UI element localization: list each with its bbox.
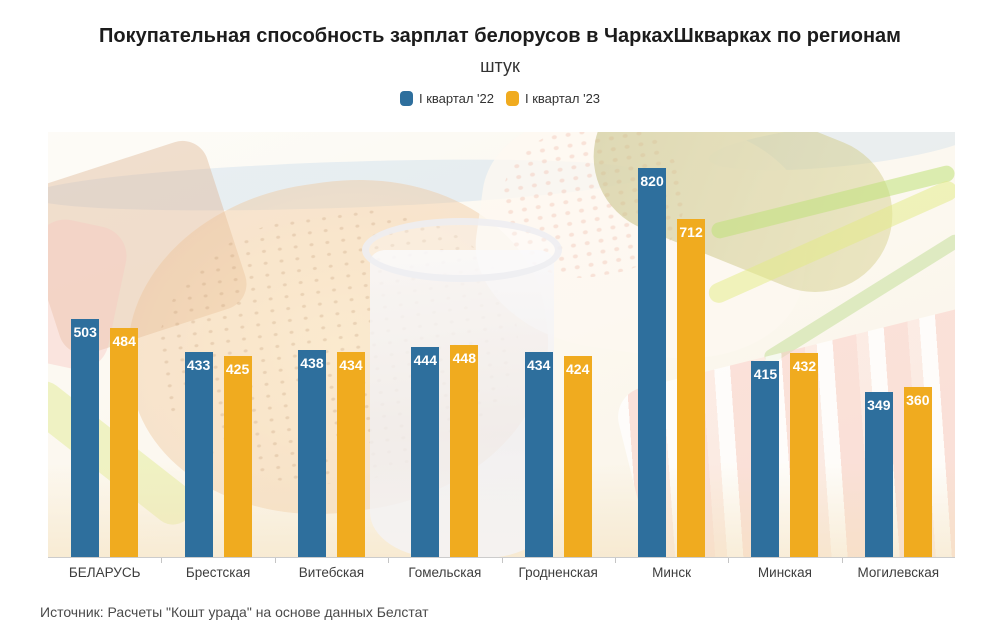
photo-glass-rim-icon (362, 218, 562, 282)
bar-value-label: 360 (906, 392, 930, 408)
legend-item-2023[interactable]: I квартал '23 (506, 91, 600, 106)
bar-value-label: 434 (339, 357, 363, 373)
category-label: Витебская (298, 565, 365, 580)
category-label: Минск (652, 565, 692, 580)
bar-value-label: 425 (225, 361, 250, 377)
bar-q1-2022[interactable]: 820 (638, 168, 667, 558)
category-label: Могилевская (857, 565, 940, 580)
legend-swatch-yellow-icon (506, 91, 519, 106)
category-label: Гродненская (518, 565, 598, 580)
bar-q1-2023[interactable]: 434 (336, 352, 365, 558)
source-note: Источник: Расчеты "Кошт урада" на основе… (40, 604, 429, 620)
axis-tick (388, 558, 389, 563)
plot-area: 503 484 433 425 438 434 444 448 434 424 820 712 415 4… (48, 132, 955, 558)
bar-value-label: 438 (300, 355, 324, 371)
x-axis-line (48, 557, 955, 558)
axis-tick (275, 558, 276, 563)
category-label: БЕЛАРУСЬ (68, 565, 141, 580)
axis-tick (842, 558, 843, 563)
category-label: Гомельская (408, 565, 482, 580)
bar-q1-2022[interactable]: 438 (297, 350, 326, 558)
bar-group: 438 434 (275, 132, 388, 558)
bar-value-label: 484 (112, 333, 136, 349)
bar-value-label: 432 (792, 358, 817, 374)
bar-q1-2023[interactable]: 448 (450, 345, 479, 558)
axis-tick (161, 558, 162, 563)
bar-q1-2022[interactable]: 349 (864, 392, 893, 558)
bar-value-label: 503 (73, 324, 97, 340)
bar-value-label: 424 (566, 361, 590, 377)
chart-area: 503 484 433 425 438 434 444 448 434 424 820 712 415 4… (48, 132, 955, 563)
axis-tick (728, 558, 729, 563)
legend-swatch-blue-icon (399, 91, 413, 106)
bar-group: 820 712 (615, 132, 728, 558)
bar-q1-2023[interactable]: 360 (903, 387, 932, 558)
bar-value-label: 434 (527, 357, 551, 373)
bar-group: 444 448 (388, 132, 501, 558)
legend: I квартал '22 I квартал '23 (0, 91, 1000, 106)
bar-value-label: 444 (413, 352, 437, 368)
category-label: Брестская (185, 565, 251, 580)
bar-value-label: 712 (679, 224, 703, 240)
bar-group: 434 424 (502, 132, 615, 558)
bar-value-label: 433 (186, 357, 211, 373)
bar-q1-2023[interactable]: 425 (223, 356, 252, 558)
bar-q1-2022[interactable]: 434 (524, 352, 553, 558)
axis-tick (615, 558, 616, 563)
bar-value-label: 349 (867, 397, 891, 413)
page-title: Покупательная способность зарплат белору… (99, 25, 901, 47)
bar-group: 433 425 (161, 132, 274, 558)
bar-q1-2022[interactable]: 503 (71, 319, 100, 558)
legend-item-2022[interactable]: I квартал '22 (399, 91, 494, 106)
bar-q1-2023[interactable]: 484 (110, 328, 139, 558)
bar-value-label: 448 (452, 350, 476, 366)
axis-tick (502, 558, 503, 563)
legend-label-2023: I квартал '23 (525, 91, 601, 106)
bar-q1-2022[interactable]: 444 (411, 347, 440, 558)
category-label: Минская (757, 565, 812, 580)
bar-q1-2022[interactable]: 433 (184, 352, 213, 558)
bar-value-label: 820 (640, 173, 664, 189)
bar-q1-2022[interactable]: 415 (751, 361, 780, 558)
bar-group: 415 432 (728, 132, 841, 558)
legend-label-2022: I квартал '22 (418, 91, 494, 106)
category-axis: БЕЛАРУСЬ Брестская Витебская Гомельская Грод… (48, 565, 955, 580)
bar-q1-2023[interactable]: 432 (790, 353, 819, 558)
chart-unit-subtitle: штук (480, 56, 520, 76)
bar-q1-2023[interactable]: 424 (563, 356, 592, 558)
bar-group: 503 484 (48, 132, 161, 558)
bar-group: 349 360 (842, 132, 955, 558)
bar-value-label: 415 (753, 366, 778, 382)
bar-q1-2023[interactable]: 712 (677, 219, 706, 558)
